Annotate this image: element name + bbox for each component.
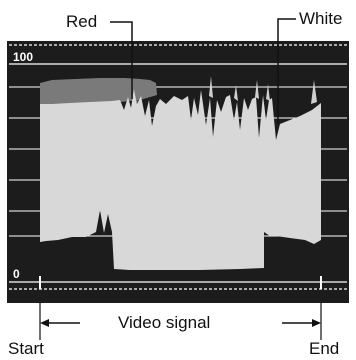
white-trace <box>40 89 321 270</box>
start-label: Start <box>8 339 44 358</box>
signal-arrow-right <box>282 319 321 327</box>
red-trace <box>40 78 157 104</box>
red-peak <box>134 82 139 104</box>
video-signal-label: Video signal <box>118 313 211 332</box>
red-callout-line <box>110 21 133 99</box>
scale-0-label: 0 <box>13 267 20 281</box>
scale-100-label: 100 <box>13 50 33 64</box>
white-spikes <box>209 76 317 104</box>
red-label: Red <box>66 12 98 31</box>
signal-arrow-left <box>40 319 80 327</box>
end-label: End <box>309 339 340 358</box>
white-callout-line <box>277 18 296 124</box>
white-label: White <box>299 9 343 28</box>
